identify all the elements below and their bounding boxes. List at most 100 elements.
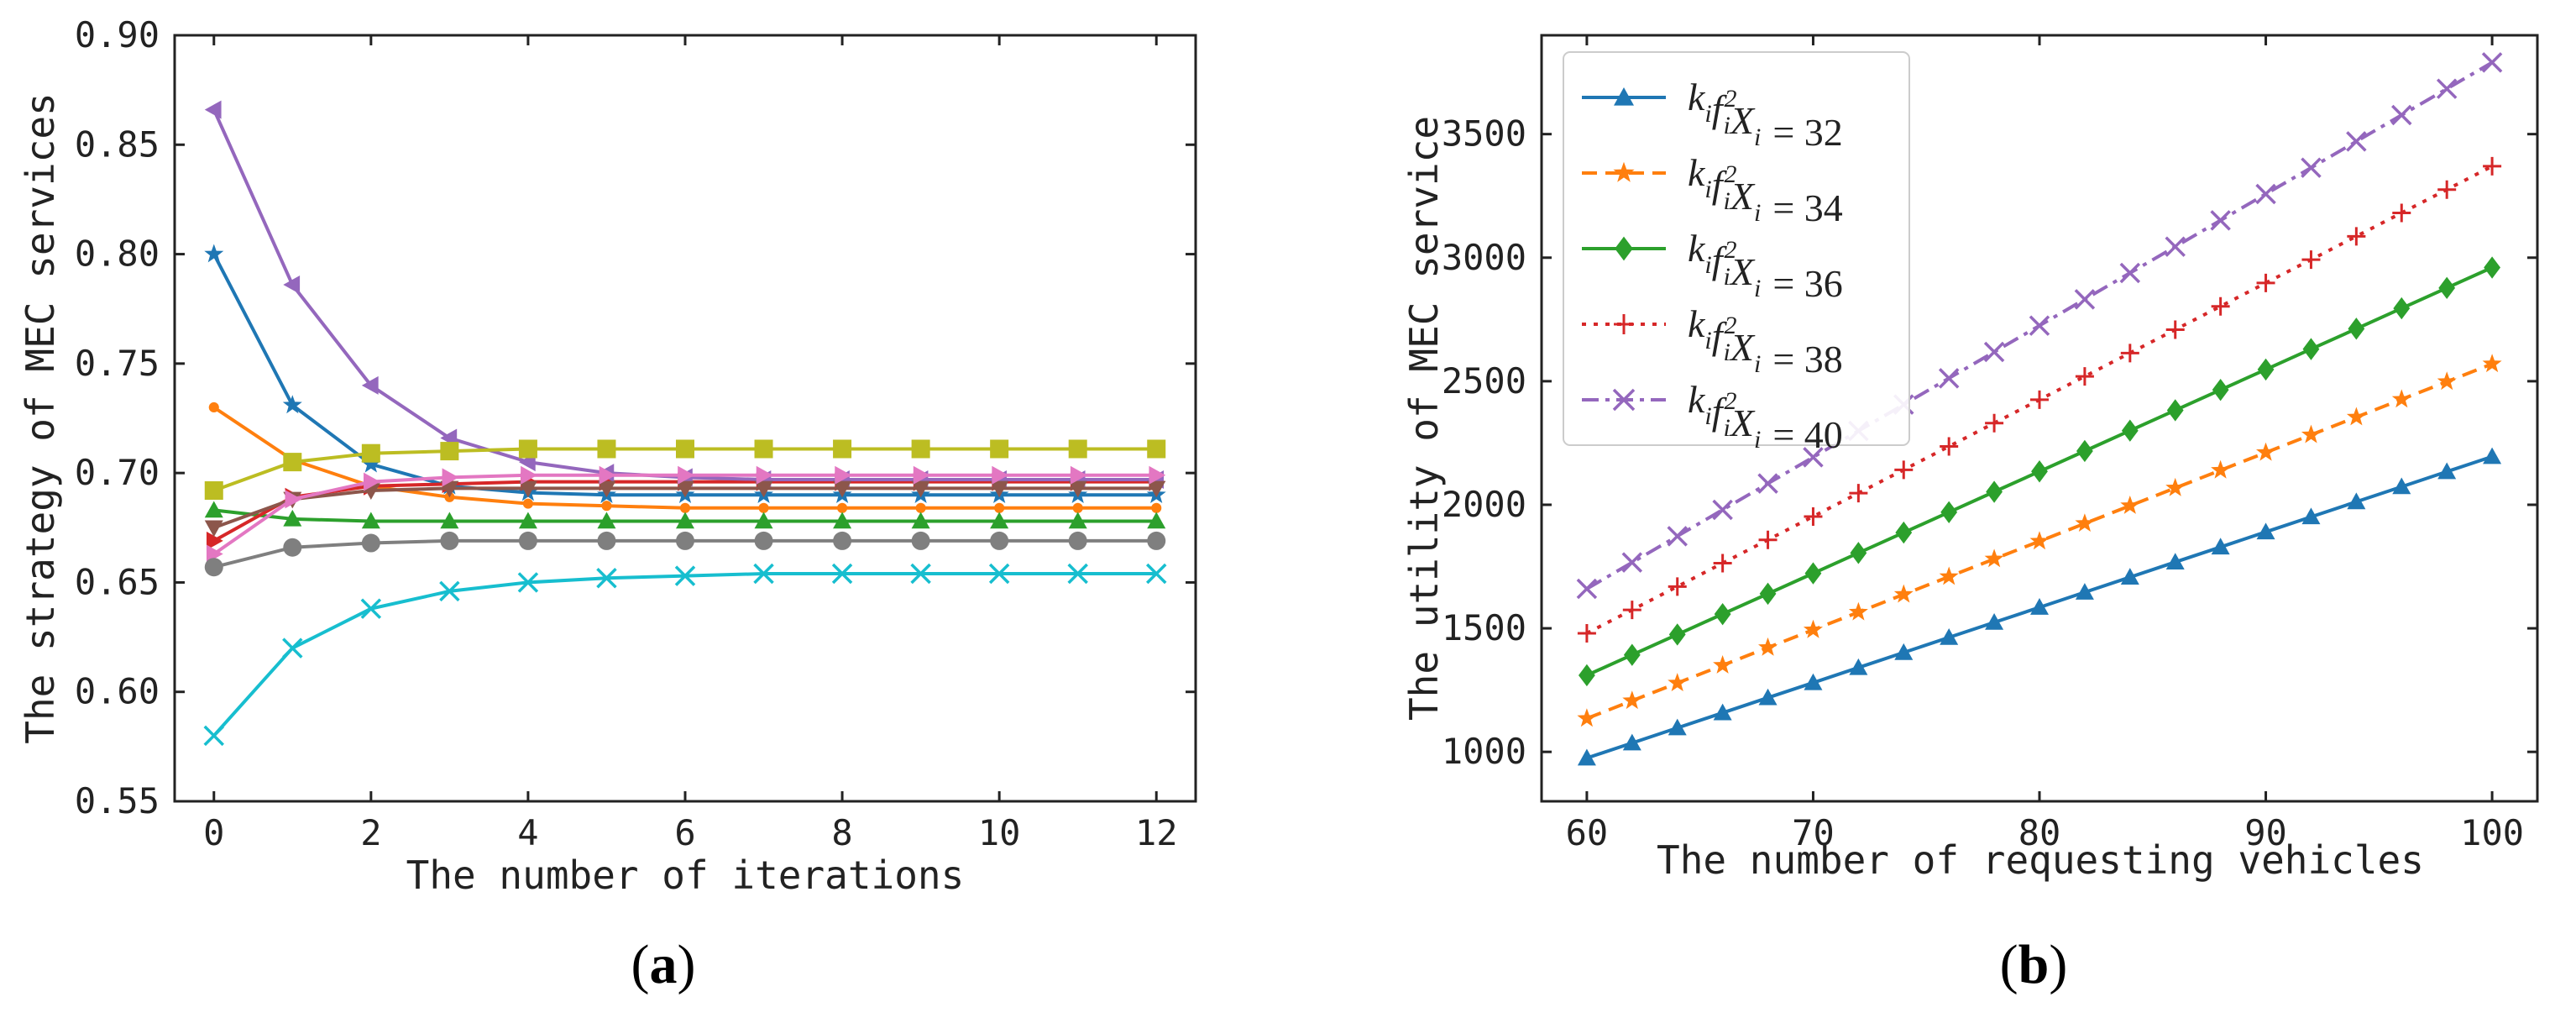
b-data-point-34 [1758, 637, 1778, 656]
a-data-point-s8 [676, 531, 694, 550]
a-data-point-s6 [1147, 480, 1166, 498]
a-data-point-s3 [204, 501, 223, 518]
a-data-point-s10 [596, 567, 617, 589]
a-data-point-s2 [1072, 502, 1083, 513]
b-data-point-34 [2482, 354, 2502, 373]
b-xtick-label: 60 [1566, 812, 1609, 853]
a-data-point-s3 [1147, 512, 1166, 529]
b-data-point-38 [1985, 413, 2004, 433]
b-ytick-label: 2500 [1442, 360, 1526, 401]
a-data-point-s6 [833, 480, 852, 498]
a-xtick-label: 2 [360, 812, 381, 853]
b-data-point-38 [2301, 250, 2321, 270]
b-data-point-34 [2120, 496, 2140, 514]
b-data-point-34 [1577, 708, 1597, 727]
b-ytick-label: 3000 [1442, 237, 1526, 278]
b-ytick-label: 2000 [1442, 484, 1526, 525]
b-data-point-40 [2255, 183, 2276, 205]
a-data-point-s1 [204, 244, 224, 263]
b-data-point-32 [2347, 492, 2366, 510]
a-data-point-s3 [990, 512, 1009, 529]
a-data-point-s8 [990, 531, 1009, 550]
a-data-point-s9 [361, 443, 380, 463]
a-data-point-s8 [283, 538, 302, 557]
a-xtick-label: 4 [517, 812, 538, 853]
a-data-point-s3 [361, 512, 380, 529]
a-data-point-s8 [518, 531, 537, 550]
a-data-point-s6 [990, 480, 1009, 498]
b-data-point-36 [1804, 562, 1822, 585]
b-data-point-32 [1849, 658, 1868, 675]
b-data-point-38 [1758, 530, 1778, 549]
b-data-point-34 [2075, 513, 2095, 532]
a-data-point-s6 [754, 480, 773, 498]
a-data-point-s3 [597, 512, 616, 529]
b-data-point-32 [2256, 522, 2275, 540]
b-data-point-32 [2301, 507, 2321, 525]
a-data-point-s9 [911, 439, 930, 459]
a-data-point-s9 [833, 439, 852, 459]
b-series-line-34 [1586, 362, 2493, 721]
a-data-point-s2 [994, 502, 1005, 513]
panel-b-ticks: 60 70 80 90 100 1000 1500 2000 2500 3000 3500 [1442, 35, 2537, 853]
b-data-point-36 [2484, 256, 2500, 279]
b-data-point-38 [1713, 554, 1732, 573]
b-data-point-32 [1713, 703, 1732, 721]
b-data-point-34 [2211, 459, 2231, 479]
b-data-point-32 [2437, 462, 2457, 480]
a-data-point-s10 [203, 725, 225, 747]
a-data-point-s7 [835, 465, 852, 485]
panel-a: 0 2 4 6 8 10 12 0.55 0.60 0.65 0.70 0.75 0.80 0.85 0.9… [18, 14, 1197, 995]
a-data-point-s10 [1067, 563, 1088, 585]
b-data-point-40 [1803, 447, 1824, 468]
a-data-point-s9 [440, 442, 459, 461]
a-data-point-s10 [988, 563, 1010, 585]
b-data-point-36 [2212, 378, 2229, 401]
a-data-point-s3 [1068, 512, 1087, 529]
a-data-point-s7 [913, 465, 930, 485]
panel-a-xlabel: The number of iterations [406, 853, 965, 898]
b-data-point-40 [2391, 104, 2412, 126]
a-data-point-s10 [282, 638, 303, 659]
b-data-point-32 [1668, 718, 1687, 736]
b-data-point-38 [2211, 296, 2230, 316]
b-data-point-36 [1850, 542, 1867, 564]
a-data-point-s9 [283, 453, 302, 472]
a-data-point-s10 [439, 580, 460, 602]
a-data-point-s10 [1145, 563, 1167, 585]
panel-a-ticks: 0 2 4 6 8 10 12 0.55 0.60 0.65 0.70 0.75 0.80 0.85 0.9… [75, 14, 1196, 853]
a-series-line-s1 [212, 253, 1157, 497]
b-data-point-36 [1714, 602, 1731, 626]
panel-a-series [203, 100, 1167, 747]
b-data-point-36 [2393, 296, 2411, 320]
panel-b-caption-letter: b [2018, 934, 2050, 995]
b-data-point-38 [1668, 577, 1687, 596]
b-data-point-38 [2256, 273, 2275, 292]
legend-box [1563, 51, 1910, 446]
a-xtick-label: 0 [203, 812, 224, 853]
a-data-point-s7 [756, 465, 773, 485]
a-data-point-s7 [1149, 465, 1166, 485]
b-data-point-40 [2301, 157, 2322, 178]
a-data-point-s9 [1068, 439, 1087, 459]
b-data-point-38 [1849, 484, 1868, 503]
a-data-point-s10 [517, 572, 539, 593]
a-data-point-s9 [754, 439, 773, 459]
a-data-point-s9 [518, 439, 537, 459]
panel-a-caption-letter: a [650, 934, 678, 995]
b-data-point-32 [2030, 598, 2049, 615]
b-data-point-38 [2483, 156, 2502, 176]
b-data-point-36 [2031, 460, 2048, 483]
b-data-point-40 [2074, 289, 2096, 310]
b-ytick-label: 3500 [1442, 113, 1526, 155]
b-data-point-32 [1577, 748, 1596, 766]
a-data-point-s7 [678, 465, 694, 485]
b-data-point-34 [1803, 619, 1823, 638]
a-data-point-s6 [440, 480, 459, 498]
a-xtick-label: 6 [674, 812, 695, 853]
b-data-point-32 [2211, 538, 2230, 555]
a-data-point-s8 [911, 531, 930, 550]
b-data-point-40 [1621, 552, 1643, 573]
b-data-point-36 [2302, 338, 2320, 360]
